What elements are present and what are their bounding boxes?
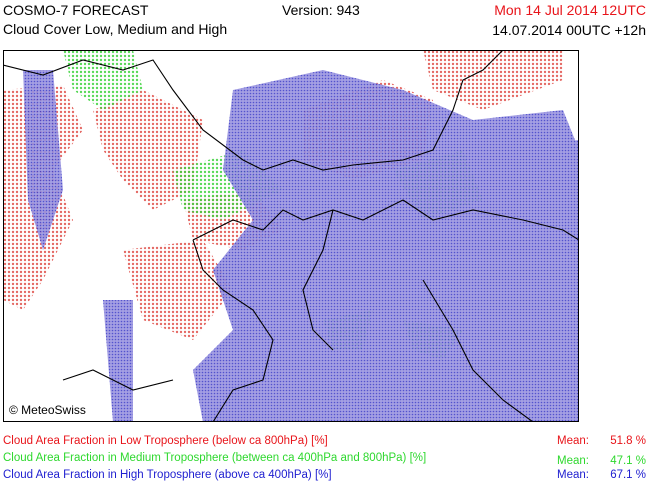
- subtitle: Cloud Cover Low, Medium and High: [3, 21, 228, 37]
- high-cloud: [23, 70, 579, 422]
- mean-value: 51.8 %: [610, 435, 646, 447]
- legend-label: Cloud Area Fraction in Low Troposphere (…: [3, 435, 328, 447]
- mean-value: 67.1 %: [610, 469, 646, 481]
- borders: [3, 50, 579, 422]
- mean-label: Mean:: [557, 469, 589, 481]
- run-time: 14.07.2014 00UTC +12h: [492, 22, 646, 38]
- title: COSMO-7 FORECAST: [3, 2, 149, 18]
- mean-value: 47.1 %: [610, 455, 646, 467]
- map: © MeteoSwiss: [3, 50, 579, 422]
- legend-label: Cloud Area Fraction in Medium Tropospher…: [3, 452, 427, 464]
- mean-label: Mean:: [557, 455, 589, 467]
- version: Version: 943: [282, 2, 360, 18]
- mean-label: Mean:: [557, 435, 589, 447]
- credit: © MeteoSwiss: [9, 403, 86, 417]
- legend-label: Cloud Area Fraction in High Troposphere …: [3, 469, 332, 481]
- map-frame: [3, 50, 579, 422]
- valid-time: Mon 14 Jul 2014 12UTC: [494, 2, 646, 18]
